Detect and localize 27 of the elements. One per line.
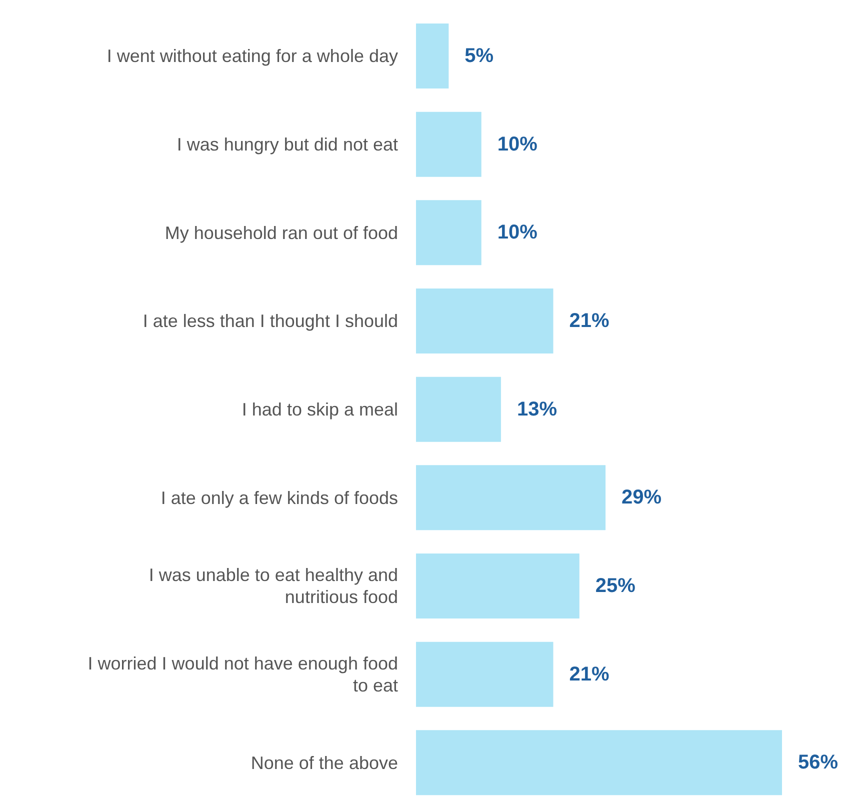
- data-label: 21%: [569, 663, 610, 686]
- y-tick-label: I was hungry but did not eat: [176, 134, 398, 154]
- bar: [416, 23, 449, 88]
- y-tick-label: I went without eating for a whole day: [106, 46, 398, 66]
- y-tick-label: I worried I would not have enough food to eat: [88, 654, 398, 696]
- bar: [416, 465, 606, 530]
- y-tick-label: I had to skip a meal: [242, 400, 398, 420]
- y-tick-label: My household ran out of food: [164, 222, 398, 243]
- bar: [416, 553, 580, 618]
- data-label: 5%: [464, 44, 494, 67]
- y-tick-label: I ate less than I thought I should: [142, 311, 398, 332]
- bar: [416, 376, 501, 442]
- data-label: 25%: [595, 574, 636, 597]
- bar: [416, 642, 554, 707]
- bar: [416, 112, 482, 177]
- bar: [416, 730, 782, 796]
- data-label: 21%: [569, 310, 610, 332]
- data-label: 56%: [798, 752, 838, 774]
- data-label: 10%: [497, 222, 538, 244]
- y-tick-label: I was unable to eat healthy and nutritious food: [148, 565, 398, 608]
- data-label: 10%: [497, 133, 538, 156]
- data-label: 29%: [622, 486, 662, 509]
- data-label: 13%: [516, 398, 558, 420]
- y-tick-label: I ate only a few kinds of foods: [160, 488, 398, 508]
- y-tick-label: None of the above: [250, 752, 398, 773]
- bar: [416, 288, 554, 354]
- bar: [416, 200, 482, 266]
